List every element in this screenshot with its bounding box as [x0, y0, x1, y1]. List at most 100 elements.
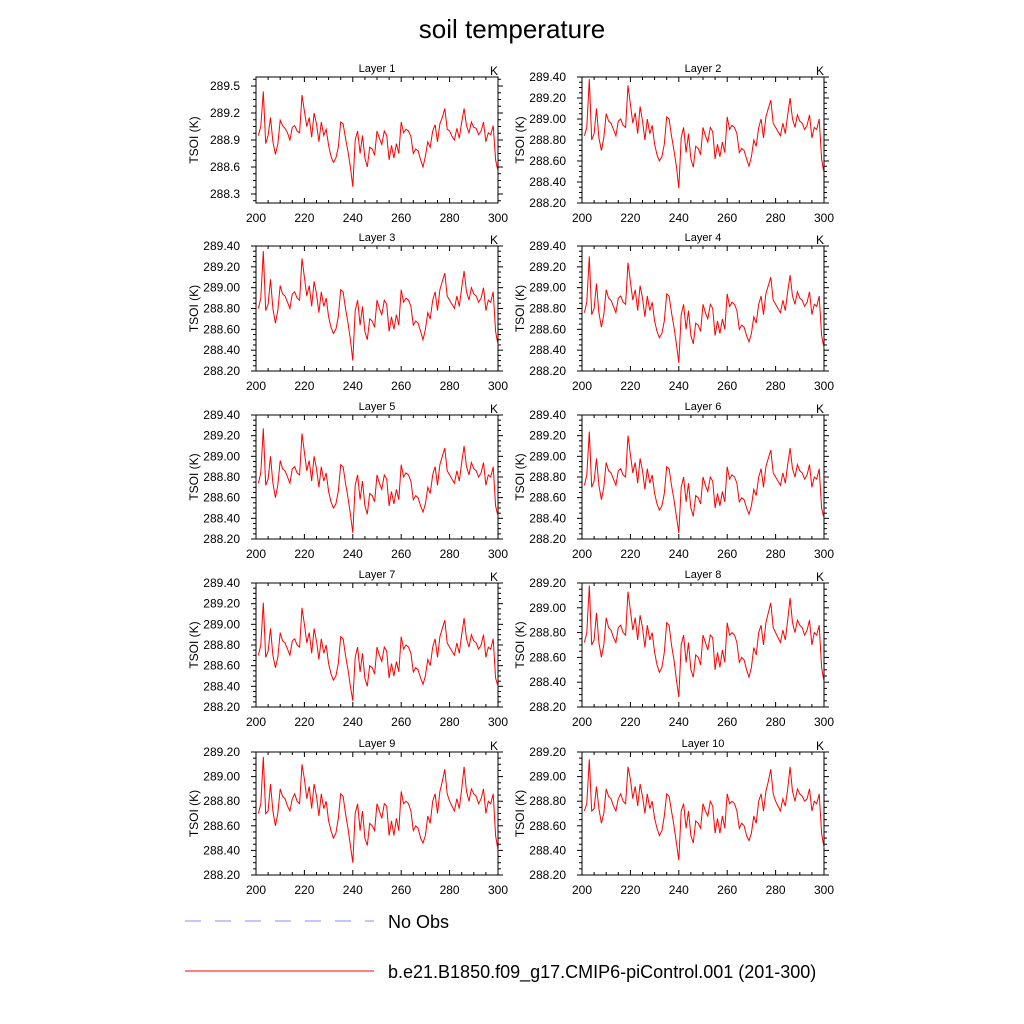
y-tick-label: 288.20: [203, 700, 240, 714]
y-tick-label: 289.2: [210, 106, 240, 120]
x-tick-label: 220: [294, 547, 314, 561]
y-tick-label: 288.60: [529, 154, 566, 168]
y-tick-label: 288.80: [529, 302, 566, 316]
x-tick-label: 200: [246, 547, 266, 561]
series-line: [583, 759, 825, 861]
y-tick-label: 288.60: [203, 659, 240, 673]
panel-1: 200 220 240 260 280 300 288.3 288.6 288.9 289.2 28…: [187, 63, 508, 225]
series-line: [257, 251, 499, 361]
x-tick-label: 200: [246, 211, 266, 225]
y-tick-label: 288.20: [529, 364, 566, 378]
unit-label: K: [490, 402, 498, 416]
y-tick-label: 288.80: [529, 133, 566, 147]
x-tick-label: 240: [343, 379, 363, 393]
x-tick-label: 220: [294, 379, 314, 393]
x-tick-label: 200: [246, 883, 266, 897]
series-line: [583, 79, 825, 189]
x-tick-label: 300: [814, 547, 834, 561]
panel-7: 200 220 240 260 280 300 288.20 288.40 288.60 288.…: [187, 569, 508, 729]
x-tick-label: 260: [391, 547, 411, 561]
panel-title: Layer 2: [685, 63, 722, 75]
x-tick-label: 280: [766, 211, 786, 225]
y-tick-label: 289.40: [529, 239, 566, 253]
plot-frame: [255, 245, 499, 372]
unit-label: K: [490, 233, 498, 247]
x-tick-label: 220: [294, 883, 314, 897]
y-tick-label: 289.40: [203, 408, 240, 422]
x-tick-label: 240: [669, 715, 689, 729]
x-tick-label: 220: [620, 883, 640, 897]
y-tick-label: 288.80: [529, 470, 566, 484]
x-tick-label: 260: [391, 379, 411, 393]
y-tick-label: 288.80: [529, 794, 566, 808]
plot-frame: [255, 751, 499, 876]
legend-item: b.e21.B1850.f09_g17.CMIP6-piControl.001 …: [185, 962, 816, 983]
unit-label: K: [816, 570, 824, 584]
x-tick-label: 300: [814, 379, 834, 393]
unit-label: K: [816, 739, 824, 753]
x-tick-label: 260: [391, 715, 411, 729]
y-tick-label: 288.40: [529, 343, 566, 357]
panel-title: Layer 10: [682, 738, 725, 750]
y-tick-label: 288.20: [529, 532, 566, 546]
plot-frame: [255, 582, 499, 708]
y-tick-label: 289.00: [203, 617, 240, 631]
y-tick-label: 289.40: [203, 239, 240, 253]
x-tick-label: 280: [440, 547, 460, 561]
y-tick-label: 288.20: [529, 196, 566, 210]
panel-title: Layer 9: [359, 738, 396, 750]
x-tick-label: 280: [766, 715, 786, 729]
y-tick-label: 288.60: [529, 650, 566, 664]
y-tick-label: 289.20: [203, 597, 240, 611]
series-line: [257, 91, 499, 187]
y-axis-label: TSOI (K): [513, 285, 527, 332]
y-axis-label: TSOI (K): [513, 621, 527, 668]
series-line: [583, 431, 825, 533]
panel-10: 200 220 240 260 280 300 288.20 288.40 288.60 288.…: [513, 738, 834, 897]
x-tick-label: 240: [343, 715, 363, 729]
x-tick-label: 220: [620, 379, 640, 393]
series-line: [257, 428, 499, 533]
x-tick-label: 260: [717, 715, 737, 729]
y-tick-label: 289.00: [529, 281, 566, 295]
panel-8: 200 220 240 260 280 300 288.20 288.40 288.60 288.…: [513, 569, 834, 729]
y-tick-label: 288.80: [203, 302, 240, 316]
y-tick-label: 288.40: [203, 679, 240, 693]
panel-3: 200 220 240 260 280 300 288.20 288.40 288.60 288.…: [187, 232, 508, 393]
plot-frame: [255, 76, 499, 204]
y-tick-label: 288.80: [203, 638, 240, 652]
y-tick-label: 288.60: [203, 322, 240, 336]
y-tick-label: 289.20: [529, 576, 566, 590]
x-tick-label: 240: [343, 547, 363, 561]
panel-4: 200 220 240 260 280 300 288.20 288.40 288.60 288.…: [513, 232, 834, 393]
y-tick-label: 289.40: [529, 70, 566, 84]
x-tick-label: 300: [488, 211, 508, 225]
x-tick-label: 200: [572, 883, 592, 897]
x-tick-label: 260: [391, 883, 411, 897]
panel-title: Layer 3: [359, 232, 396, 244]
page-title: soil temperature: [418, 14, 606, 44]
y-tick-label: 288.60: [529, 491, 566, 505]
panel-title: Layer 1: [359, 63, 396, 75]
unit-label: K: [490, 739, 498, 753]
x-tick-label: 220: [620, 547, 640, 561]
x-tick-label: 280: [440, 379, 460, 393]
panel-title: Layer 4: [685, 232, 722, 244]
x-tick-label: 200: [572, 211, 592, 225]
y-axis-label: TSOI (K): [513, 453, 527, 500]
x-tick-label: 260: [717, 211, 737, 225]
x-tick-label: 300: [814, 715, 834, 729]
panel-title: Layer 8: [685, 569, 722, 581]
y-tick-label: 288.6: [210, 160, 240, 174]
x-tick-label: 200: [572, 547, 592, 561]
y-tick-label: 288.3: [210, 187, 240, 201]
x-tick-label: 240: [343, 883, 363, 897]
y-tick-label: 288.40: [203, 843, 240, 857]
panel-5: 200 220 240 260 280 300 288.20 288.40 288.60 288.…: [187, 401, 508, 561]
x-tick-label: 240: [669, 883, 689, 897]
y-tick-label: 288.40: [203, 343, 240, 357]
y-tick-label: 288.80: [529, 626, 566, 640]
y-tick-label: 289.40: [529, 408, 566, 422]
